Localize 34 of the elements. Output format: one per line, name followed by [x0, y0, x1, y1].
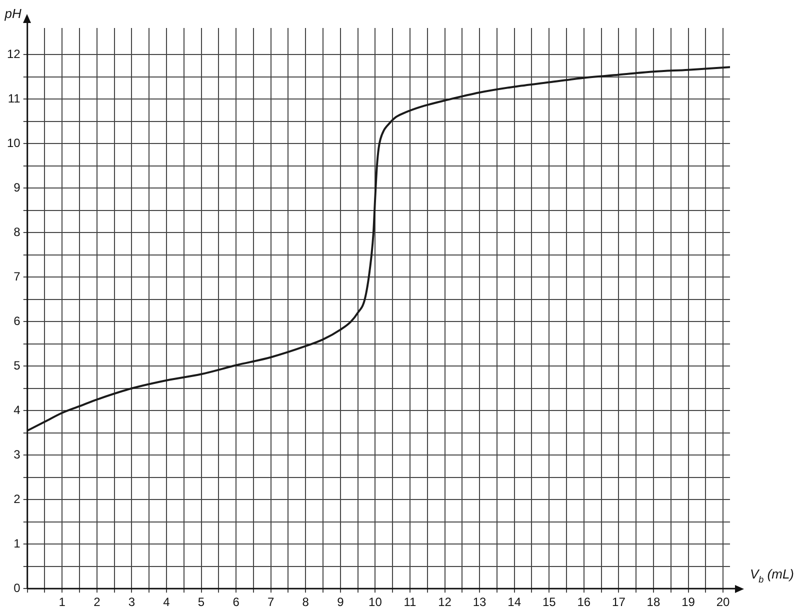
- x-tick-label: 15: [542, 595, 556, 610]
- y-tick-label: 1: [14, 536, 21, 550]
- x-tick-label: 5: [198, 595, 205, 610]
- y-tick-label: 10: [6, 136, 21, 150]
- x-tick-label: 18: [646, 595, 660, 610]
- y-tick-label: 5: [14, 358, 21, 372]
- x-tick-label: 8: [302, 595, 310, 610]
- x-tick-label: 4: [163, 595, 170, 610]
- y-tick-label: 3: [14, 447, 21, 462]
- y-axis-title: pH: [4, 6, 22, 21]
- y-tick-label: 8: [14, 224, 21, 239]
- x-tick-label: 1: [58, 595, 66, 610]
- x-tick-label: 14: [508, 595, 522, 610]
- x-tick-label: 17: [612, 595, 626, 610]
- y-tick-label: 6: [14, 314, 21, 328]
- x-tick-label: 19: [682, 595, 696, 610]
- x-tick-label: 20: [716, 595, 730, 610]
- x-tick-label: 3: [128, 595, 136, 610]
- y-tick-label: 11: [8, 92, 21, 106]
- x-tick-label: 10: [368, 595, 382, 610]
- y-tick-label: 2: [14, 492, 21, 506]
- y-tick-label: 7: [14, 269, 21, 284]
- y-tick-label: 0: [14, 580, 21, 595]
- y-tick-label: 4: [14, 402, 21, 417]
- x-tick-label: 2: [94, 595, 101, 610]
- x-tick-label: 16: [577, 595, 591, 610]
- x-tick-label: 12: [438, 595, 452, 610]
- x-tick-label: 11: [404, 595, 417, 610]
- y-tick-label: 12: [6, 47, 21, 62]
- y-tick-label: 9: [14, 180, 21, 194]
- x-tick-label: 7: [267, 595, 274, 610]
- x-tick-label: 13: [472, 595, 487, 610]
- x-tick-label: 6: [232, 595, 240, 610]
- x-tick-label: 9: [337, 595, 344, 610]
